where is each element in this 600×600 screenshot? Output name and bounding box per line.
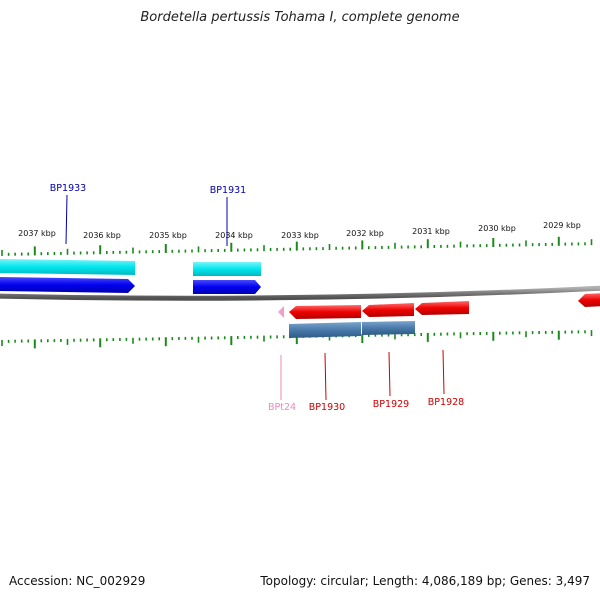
callout-bp1928	[442, 349, 445, 395]
kbp-label-2034: 2034 kbp	[215, 231, 253, 240]
cds-bp1929[interactable]	[362, 303, 414, 317]
kbp-labels: 2037 kbp 2036 kbp 2035 kbp 2034 kbp 2033…	[18, 221, 581, 240]
gene-label-bp1931[interactable]: BP1931	[210, 185, 246, 196]
cds-bp1930[interactable]	[289, 305, 361, 319]
reverse-feature-track	[289, 321, 415, 338]
gene-label-bp1933[interactable]: BP1933	[50, 183, 86, 194]
kbp-label-2035: 2035 kbp	[149, 231, 187, 240]
feature-bp1931[interactable]	[193, 262, 261, 276]
kbp-label-2036: 2036 kbp	[83, 231, 121, 240]
genome-summary-text: Topology: circular; Length: 4,086,189 bp…	[260, 574, 590, 588]
feature-bp1933[interactable]	[0, 259, 135, 275]
gene-label-bp1929[interactable]: BP1929	[373, 399, 409, 410]
kbp-label-2032: 2032 kbp	[346, 229, 384, 238]
forward-feature-track	[0, 259, 261, 276]
feature-bp1930[interactable]	[289, 322, 361, 338]
cds-bp1931[interactable]	[193, 280, 261, 294]
reverse-cds-track	[278, 293, 600, 319]
callout-bp1929	[388, 351, 391, 397]
callout-bp1933	[65, 194, 68, 245]
genome-backbone	[0, 285, 600, 301]
upper-scale-ticks	[1, 236, 593, 256]
callout-bp1930	[324, 352, 327, 401]
kbp-label-2029: 2029 kbp	[543, 221, 581, 230]
genome-title: Bordetella pertussis Tohama I, complete …	[140, 10, 460, 25]
kbp-label-2031: 2031 kbp	[412, 227, 450, 236]
accession-text: Accession: NC_002929	[9, 574, 146, 588]
forward-cds-track	[0, 277, 261, 294]
gene-label-bp1930[interactable]: BP1930	[309, 402, 345, 413]
cds-bp1933[interactable]	[0, 277, 135, 293]
gene-label-bpt24[interactable]: BPt24	[268, 402, 296, 413]
feature-bp1929[interactable]	[362, 321, 415, 335]
gene-label-bp1928[interactable]: BP1928	[428, 397, 464, 408]
cds-bp1928[interactable]	[415, 301, 469, 315]
trna-bpt24[interactable]	[278, 306, 284, 318]
kbp-label-2037: 2037 kbp	[18, 229, 56, 238]
kbp-label-2033: 2033 kbp	[281, 231, 319, 240]
kbp-label-2030: 2030 kbp	[478, 224, 516, 233]
cds-edge-right[interactable]	[578, 293, 600, 307]
gene-labels: BP1933 BP1931 BPt24 BP1930 BP1929 BP1928	[50, 183, 464, 413]
